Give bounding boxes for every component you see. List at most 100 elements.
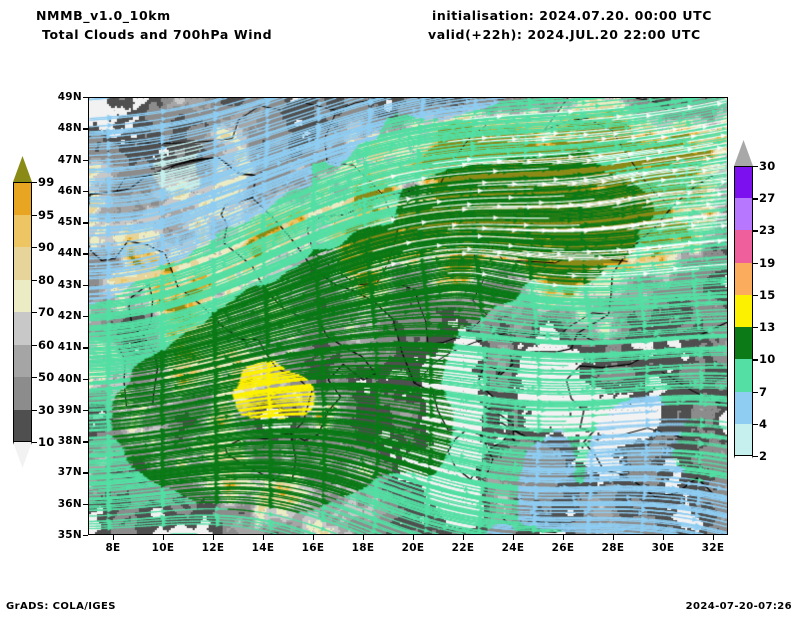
field-title: Total Clouds and 700hPa Wind — [42, 27, 273, 42]
lat-tick-label: 37N — [57, 466, 82, 479]
lon-tick — [513, 535, 515, 540]
lat-tick — [83, 441, 88, 443]
lat-tick-label: 39N — [57, 403, 82, 416]
lat-tick — [83, 190, 88, 193]
colorbar-tick — [32, 182, 37, 184]
model-title: NMMB_v1.0_10km — [36, 8, 171, 23]
colorbar-tick-label: 19 — [759, 255, 776, 270]
colorbar-band — [13, 312, 32, 345]
lat-tick — [83, 503, 88, 506]
colorbar-tick-label: 10 — [759, 352, 776, 367]
lon-tick-label: 20E — [401, 542, 425, 554]
lon-tick-label: 14E — [251, 542, 275, 554]
render-timestamp: 2024-07-20-07:26 — [685, 601, 792, 612]
lat-tick-label: 49N — [57, 91, 82, 103]
lon-tick-label: 30E — [651, 542, 675, 554]
colorbar-tick-label: 2 — [759, 449, 768, 463]
lon-tick — [563, 535, 565, 540]
lon-tick-label: 10E — [151, 542, 175, 554]
lat-tick — [83, 535, 88, 537]
lon-tick — [463, 535, 465, 540]
lon-tick-label: 12E — [201, 542, 225, 554]
colorbar-tick — [753, 423, 758, 426]
lon-tick — [663, 535, 665, 540]
colorbar-tick-label: 7 — [759, 384, 768, 399]
lon-tick-label: 8E — [105, 542, 121, 554]
lon-tick — [713, 535, 715, 540]
lat-tick — [83, 159, 88, 161]
colorbar-tick — [32, 279, 37, 281]
colorbar-band — [734, 230, 753, 263]
lon-tick — [263, 535, 265, 540]
colorbar-band — [13, 409, 32, 442]
total-cloud-colorbar: 99 95 90 80 70 60 50 30 10 — [13, 156, 54, 468]
colorbar-tick-label: 50 — [38, 370, 55, 384]
colorbar-tick — [32, 409, 37, 411]
colorbar-top-cap — [734, 140, 753, 166]
lat-tick-label: 40N — [57, 372, 82, 385]
colorbar-tick-label: 95 — [38, 207, 55, 222]
colorbar-tick — [753, 327, 758, 329]
colorbar-band — [13, 279, 32, 312]
colorbar-tick — [753, 391, 758, 393]
colorbar-band — [734, 294, 753, 328]
lon-tick-label: 24E — [501, 542, 525, 554]
lat-tick-label: 41N — [57, 341, 82, 354]
lon-tick — [613, 535, 615, 540]
colorbar-tick-label: 70 — [38, 305, 55, 319]
colorbar-tick — [32, 312, 37, 314]
map-plot-area — [88, 97, 728, 535]
lat-tick — [83, 284, 88, 287]
lon-tick — [113, 535, 115, 540]
initialisation-time: initialisation: 2024.07.20. 00:00 UTC — [432, 8, 713, 23]
colorbar-tick-label: 23 — [759, 223, 776, 238]
colorbar-bottom-cap — [13, 442, 32, 468]
colorbar-band — [13, 182, 32, 215]
lon-tick — [413, 535, 415, 540]
lat-tick-label: 35N — [57, 529, 82, 541]
colorbar-tick-label: 80 — [38, 272, 55, 287]
lon-tick-label: 28E — [601, 542, 625, 554]
colorbar-tick-label: 90 — [38, 240, 55, 254]
lat-tick-label: 47N — [57, 153, 82, 166]
colorbar-band — [13, 377, 32, 410]
lat-tick-label: 43N — [57, 278, 82, 291]
grads-credit: GrADS: COLA/IGES — [6, 601, 116, 612]
lat-tick-label: 46N — [57, 184, 82, 197]
lat-tick — [83, 347, 88, 349]
colorbar-band — [734, 198, 753, 231]
colorbar-band — [734, 423, 753, 456]
lon-tick-label: 32E — [701, 542, 725, 554]
colorbar-tick-label: 30 — [38, 402, 55, 417]
lat-tick-label: 45N — [57, 216, 82, 229]
colorbar-tick — [753, 456, 758, 458]
colorbar-bottom-cap — [734, 456, 753, 482]
lon-tick-label: 26E — [551, 542, 575, 554]
colorbar-band — [13, 214, 32, 247]
lat-tick — [83, 409, 88, 412]
colorbar-tick — [32, 344, 37, 346]
cloud-and-wind-map — [89, 98, 727, 534]
map-frame — [88, 97, 728, 535]
colorbar-band — [13, 247, 32, 280]
header-left-block: NMMB_v1.0_10km Total Clouds and 700hPa W… — [36, 6, 396, 44]
lat-tick — [83, 97, 88, 99]
colorbar-band — [734, 359, 753, 392]
colorbar-tick-label: 30 — [759, 159, 776, 173]
lat-tick — [83, 378, 88, 380]
wind-speed-colorbar: 30 27 23 19 15 13 10 7 4 2 — [734, 140, 775, 482]
lat-tick — [83, 472, 88, 474]
colorbar-tick — [753, 166, 758, 168]
lon-tick-label: 22E — [451, 542, 475, 554]
colorbar-tick-label: 27 — [759, 191, 776, 206]
lat-tick — [83, 128, 88, 130]
colorbar-tick — [753, 230, 758, 232]
lat-tick — [83, 222, 88, 224]
colorbar-band — [13, 344, 32, 377]
lat-tick-label: 44N — [57, 247, 82, 260]
lon-tick-label: 18E — [351, 542, 375, 554]
lon-tick — [213, 535, 215, 540]
lon-tick — [313, 535, 315, 540]
colorbar-tick — [753, 262, 758, 264]
